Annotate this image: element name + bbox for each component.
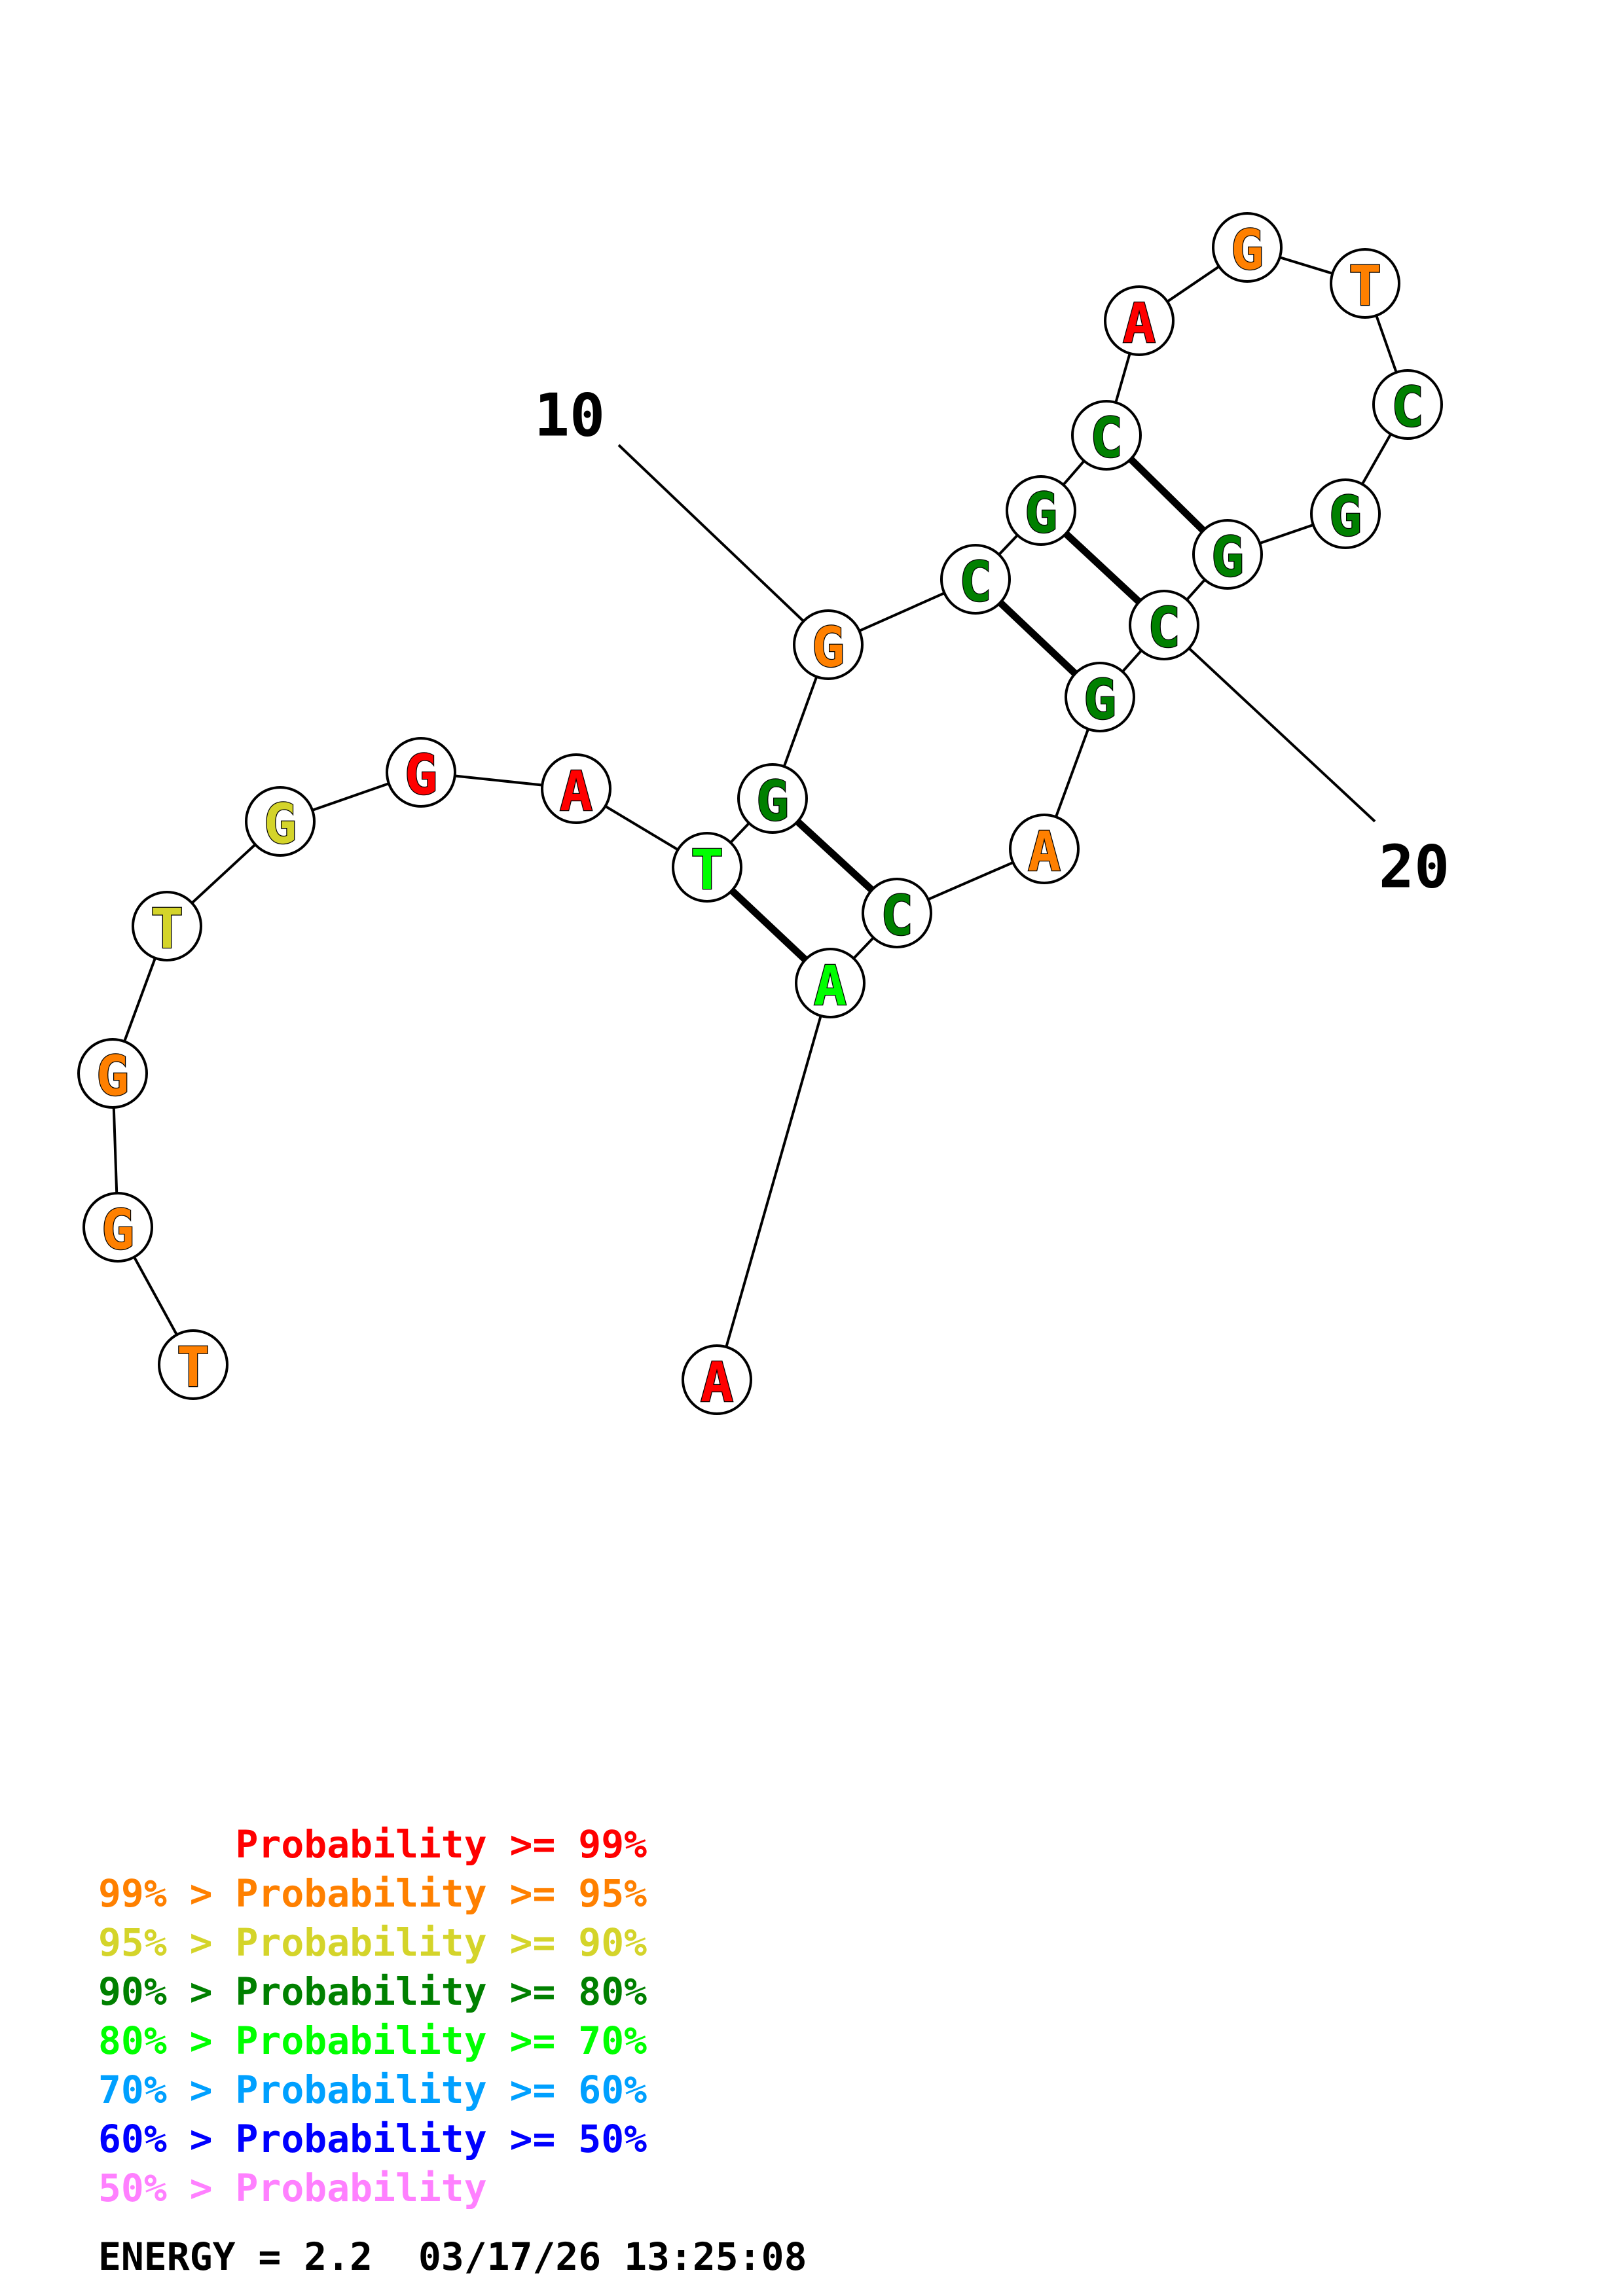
nucleotide-letter: G [812, 615, 845, 679]
nucleotide-2: G [82, 1192, 153, 1263]
nucleotide-8: T [672, 832, 742, 903]
nucleotide-3: G [77, 1038, 148, 1109]
energy-timestamp-line: ENERGY = 2.2 03/17/26 13:25:08 [98, 2234, 807, 2279]
nucleotide-circle [672, 832, 742, 903]
nucleotide-circle [541, 753, 611, 824]
position-pointers [617, 444, 1376, 823]
nucleotide-letter: G [1231, 218, 1264, 282]
nucleotide-circle [862, 878, 932, 948]
nucleotide-11: C [940, 544, 1011, 615]
nucleotide-letter: A [701, 1350, 734, 1414]
nucleotide-20: C [1129, 590, 1199, 660]
nucleotide-letter: G [96, 1044, 130, 1108]
nucleotide-letter: A [1028, 819, 1061, 884]
position-labels: 10 20 [534, 382, 1450, 902]
nucleotide-circle [1212, 212, 1283, 283]
nucleotide-letter: A [1123, 291, 1156, 355]
nucleotide-21: G [1065, 662, 1135, 732]
nucleotide-letter: A [560, 759, 593, 823]
legend-entry: 95% > Probability >= 90% [98, 1920, 647, 1965]
position-label: 20 [1379, 833, 1450, 902]
nucleotide-letter: G [1211, 525, 1245, 589]
nucleotide-4: T [132, 891, 202, 961]
nucleotide-circle [245, 786, 316, 857]
backbone-segment [716, 982, 831, 1380]
nucleotide-letter: T [691, 838, 724, 902]
base-pair-bonds [704, 433, 1230, 986]
legend-entry: 70% > Probability >= 60% [98, 2068, 647, 2112]
legend-entry: 80% > Probability >= 70% [98, 2018, 647, 2063]
nucleotide-circle [1372, 369, 1443, 440]
nucleotide-14: A [1104, 285, 1175, 356]
nucleotide-letter: C [1391, 375, 1425, 439]
nucleotide-23: C [862, 878, 932, 948]
nucleotide-circle [77, 1038, 148, 1109]
nucleotide-circle [795, 948, 866, 1018]
nucleotide-letter: C [881, 884, 914, 948]
nucleotide-circle [940, 544, 1011, 615]
nucleotide-9: G [737, 763, 808, 834]
nucleotide-24: A [795, 948, 866, 1018]
nucleotide-letter: T [177, 1335, 210, 1399]
nucleotide-circle [1006, 475, 1076, 546]
nucleotide-circle [793, 609, 864, 680]
position-pointer-line [617, 444, 830, 646]
nucleotide-letter: C [1148, 596, 1181, 660]
nucleotide-10: G [793, 609, 864, 680]
nucleotide-16: T [1330, 248, 1400, 319]
nucleotide-25: A [682, 1344, 752, 1415]
nucleotide-letter: G [1329, 484, 1362, 548]
legend-entry: 90% > Probability >= 80% [98, 1969, 647, 2014]
nucleotide-22: A [1009, 814, 1080, 884]
nucleotide-19: G [1192, 519, 1263, 590]
position-pointer-line [1163, 624, 1376, 823]
nucleotide-circle [386, 737, 456, 808]
nucleotide-circle [737, 763, 808, 834]
legend-entry: 99% > Probability >= 95% [98, 1871, 647, 1916]
nucleotide-letter: G [756, 769, 790, 833]
nucleotide-circle [1071, 400, 1142, 471]
nucleotide-circle [1129, 590, 1199, 660]
nucleotide-18: G [1310, 478, 1381, 549]
probability-legend: Probability >= 99%99% > Probability >= 9… [98, 1822, 647, 2210]
nucleotide-letter: C [1090, 406, 1123, 470]
nucleotide-5: G [245, 786, 316, 857]
nucleotide-letter: G [1084, 668, 1117, 732]
nucleotide-circle [1192, 519, 1263, 590]
nucleotide-circle [1065, 662, 1135, 732]
legend-entry: 60% > Probability >= 50% [98, 2117, 647, 2161]
nucleotide-6: G [386, 737, 456, 808]
nucleotide-circle [1310, 478, 1381, 549]
nucleotide-12: G [1006, 475, 1076, 546]
nucleotide-letter: G [1025, 481, 1058, 545]
nucleotide-letter: G [264, 792, 297, 856]
nucleotide-circle [682, 1344, 752, 1415]
legend-entry: 50% > Probability [98, 2166, 487, 2210]
nucleotide-letter: G [101, 1198, 135, 1262]
nucleotide-circle [132, 891, 202, 961]
position-label: 10 [534, 382, 605, 450]
nucleotide-circle [82, 1192, 153, 1263]
nucleotide-17: C [1372, 369, 1443, 440]
nucleotide-13: C [1071, 400, 1142, 471]
nucleotide-circle [1009, 814, 1080, 884]
nucleotide-letter: T [1349, 254, 1382, 318]
legend-entry: Probability >= 99% [98, 1822, 647, 1867]
nucleotide-letter: G [405, 743, 438, 807]
nucleotide-7: A [541, 753, 611, 824]
nucleotide-1: T [158, 1329, 228, 1400]
nucleotide-letter: A [814, 954, 847, 1018]
nucleotide-letter: C [959, 550, 993, 614]
nucleotide-15: G [1212, 212, 1283, 283]
nucleotide-circle [1330, 248, 1400, 319]
nucleotide-circle [158, 1329, 228, 1400]
nucleotide-letter: T [151, 897, 184, 961]
nucleotide-circle [1104, 285, 1175, 356]
